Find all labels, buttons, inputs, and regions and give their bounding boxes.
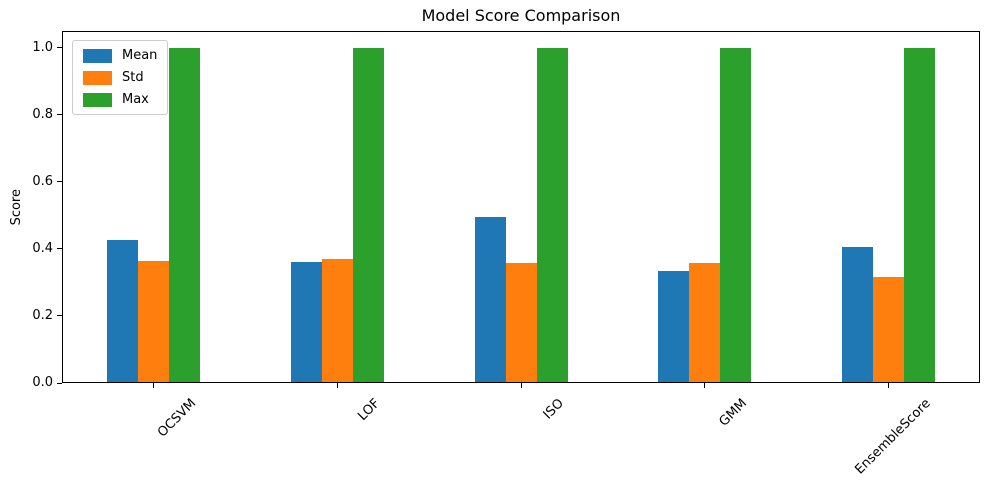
legend-swatch-mean	[83, 48, 112, 63]
y-tick-label: 0.0	[32, 375, 53, 390]
legend-item-mean: Mean	[83, 48, 157, 63]
bar-max-iso	[536, 47, 568, 382]
bar-max-gmm	[720, 47, 752, 382]
bar-mean-iso	[474, 217, 506, 382]
bar-std-ensemblescore	[872, 277, 904, 382]
y-tick-label: 0.4	[32, 240, 53, 256]
y-tick-mark	[57, 47, 62, 49]
legend-label-max: Max	[122, 92, 149, 107]
y-tick-label: 0.8	[32, 106, 53, 122]
bar-std-gmm	[689, 262, 721, 382]
legend-item-max: Max	[83, 92, 157, 107]
y-axis-label-text: Score	[8, 188, 24, 226]
x-tick-mark	[704, 383, 706, 388]
x-tick-label: OCSVM	[155, 396, 200, 441]
bar-max-lof	[352, 47, 384, 382]
y-tick-mark	[57, 382, 62, 384]
bar-std-iso	[505, 263, 537, 382]
x-tick-label: EnsembleScore	[852, 396, 934, 478]
y-axis-label: Score	[6, 31, 26, 383]
bar-mean-gmm	[658, 271, 690, 382]
bar-mean-ensemblescore	[841, 247, 873, 382]
y-tick-mark	[57, 248, 62, 250]
y-tick-label: 0.6	[32, 173, 53, 189]
x-tick-mark	[887, 383, 889, 388]
x-tick-label: ISO	[540, 396, 567, 423]
x-tick-mark	[153, 383, 155, 388]
x-tick-label: LOF	[355, 396, 384, 424]
bar-mean-ocsvm	[107, 239, 139, 382]
legend-label-mean: Mean	[122, 48, 158, 63]
x-tick-mark	[520, 383, 522, 388]
x-tick-mark	[336, 383, 338, 388]
x-tick-label: GMM	[716, 396, 751, 430]
bar-std-ocsvm	[138, 261, 170, 382]
bar-std-lof	[321, 259, 353, 382]
y-tick-label: 1.0	[32, 39, 53, 55]
y-tick-mark	[57, 181, 62, 183]
legend-item-std: Std	[83, 70, 157, 85]
bar-max-ocsvm	[169, 47, 201, 382]
legend-swatch-std	[83, 70, 112, 85]
bar-max-ensemblescore	[903, 47, 935, 382]
y-tick-mark	[57, 114, 62, 116]
y-tick-label: 0.2	[32, 307, 53, 323]
y-tick-mark	[57, 315, 62, 317]
chart-title: Model Score Comparison	[421, 6, 621, 25]
legend: Mean Std Max	[72, 40, 169, 115]
legend-label-std: Std	[122, 70, 144, 85]
bar-mean-lof	[290, 261, 322, 382]
legend-swatch-max	[83, 92, 112, 107]
